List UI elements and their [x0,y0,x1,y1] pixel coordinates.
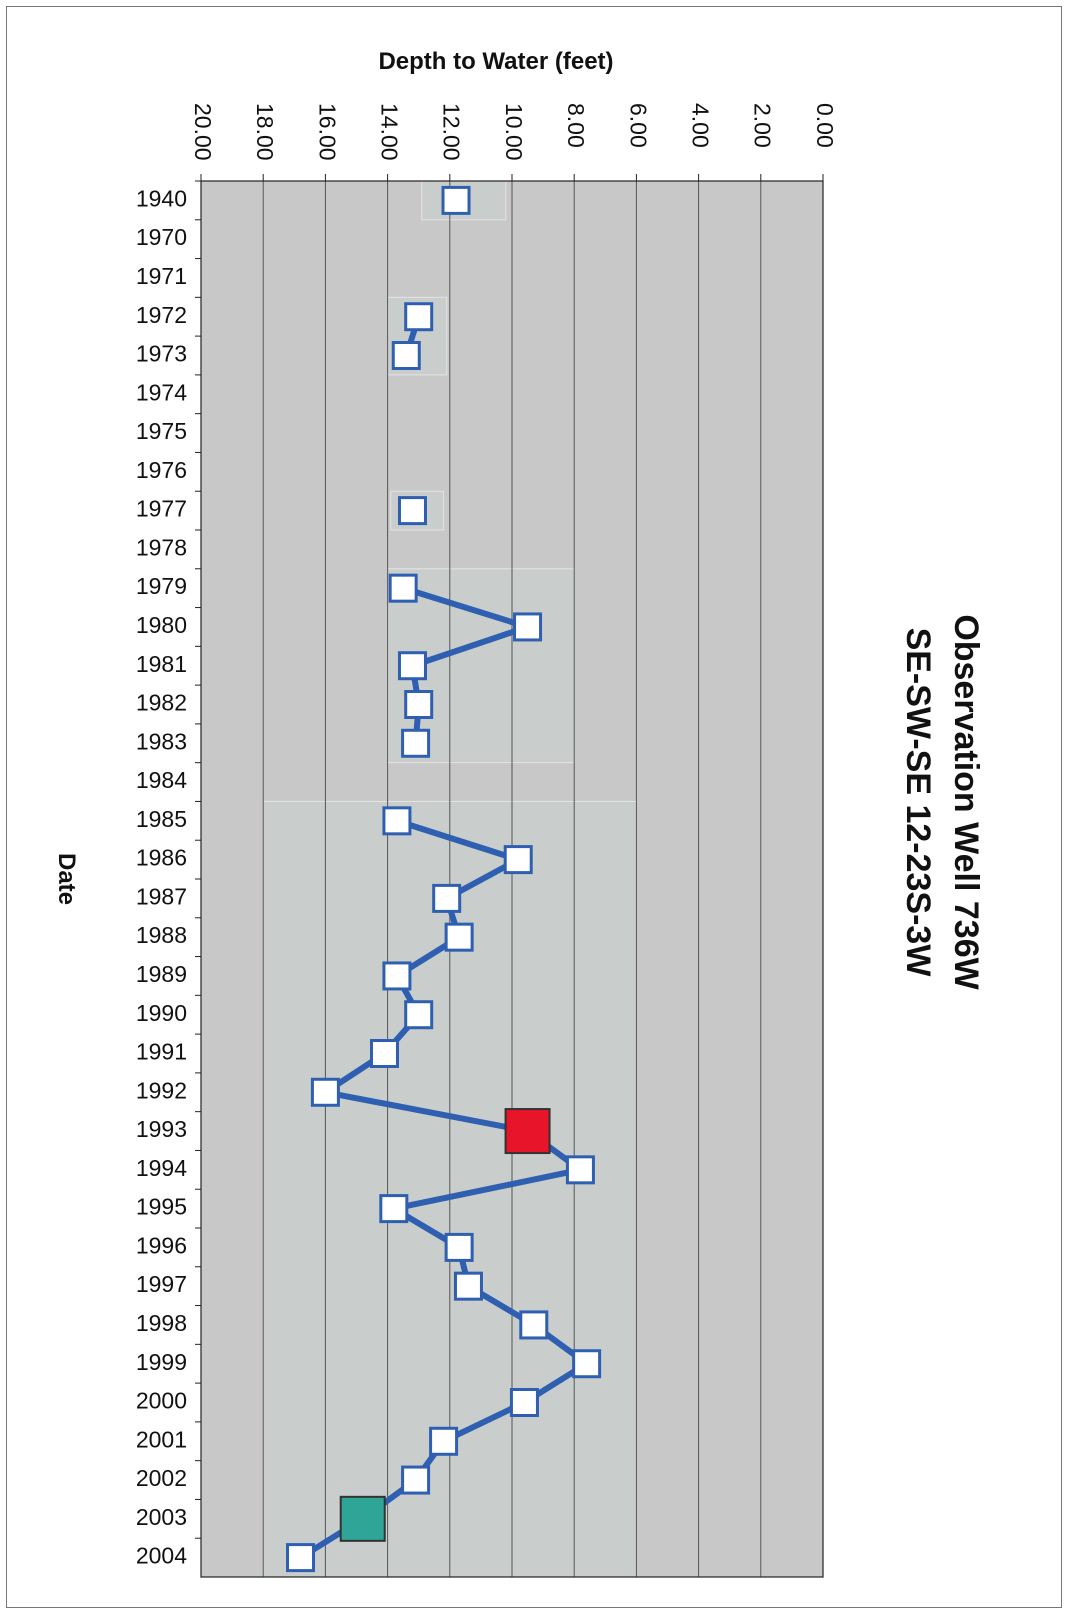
category-label: 1971 [136,263,187,289]
x-tick-label: 20.00 [190,103,216,161]
series-line [286,185,602,1573]
x-tick-labels: 20.00 18.00 16.00 14.00 12.00 10.00 8.00 6.00 4.… [190,103,838,161]
chart-title-line-1: Observation Well 736W [947,614,985,990]
x-tick-label: 4.00 [688,103,714,148]
category-label: 2004 [136,1543,187,1569]
category-label: 1984 [136,767,187,793]
data-point [404,1000,434,1030]
x-tick-label: 6.00 [625,103,651,148]
chart: 20.00 18.00 16.00 14.00 12.00 10.00 8.00 6.00 4.… [53,48,985,1578]
series-segment [393,817,522,863]
data-point [513,612,543,642]
category-label: 1979 [136,573,187,599]
category-label: 1978 [136,534,187,560]
data-point [453,1271,483,1301]
data-point [401,1465,431,1495]
category-label: 2000 [136,1388,187,1414]
data-point [565,1155,595,1185]
data-point-highlight [504,1108,551,1155]
chart-title: Observation Well 736W SE-SW-SE 12-23S-3W [899,614,985,990]
data-point [382,806,412,836]
series-segment [390,1166,584,1212]
x-tick-label: 14.00 [377,103,403,161]
category-label: 1985 [136,806,187,832]
category-label: 1997 [136,1271,187,1297]
category-label: 1988 [136,922,187,948]
data-point [369,1039,399,1068]
category-label: 1976 [136,457,187,483]
category-label: 1980 [136,612,187,638]
x-tick-label: 2.00 [750,103,776,148]
category-label: 1982 [136,690,187,716]
category-label: 1998 [136,1310,187,1336]
category-label: 1990 [136,1000,187,1026]
x-tick-label: 16.00 [314,103,340,161]
category-label: 1987 [136,883,187,909]
category-label: 1996 [136,1232,187,1258]
series-segment [400,585,531,630]
x-tick-label: 10.00 [501,103,527,161]
category-label: 1992 [136,1077,187,1103]
data-point [519,1310,549,1340]
plot-border [200,180,824,1578]
category-label: 2001 [136,1426,187,1452]
data-point [429,1426,459,1456]
category-label: 1977 [136,496,187,522]
x-tick-label: 8.00 [563,103,589,148]
category-label: 1993 [136,1116,187,1142]
data-point [388,573,418,603]
data-point-highlight [339,1495,386,1542]
category-label: 1986 [136,845,187,871]
category-label: 2003 [136,1504,187,1530]
category-label: 1981 [136,651,187,677]
x-tick-label: 18.00 [252,103,278,161]
data-point [404,690,434,719]
data-point [572,1349,602,1379]
category-labels: 1940 1970 1971 1972 1973 1974 1975 1976 1977 1978… [136,185,187,1568]
category-label: 1973 [136,341,187,367]
data-point [310,1077,340,1107]
category-label: 1970 [136,224,187,250]
category-label: 1940 [136,185,187,211]
data-point [397,496,427,526]
data-point [509,1388,539,1417]
data-point [432,883,462,913]
x-axis-label: Depth to Water (feet) [378,48,613,75]
category-label: 1989 [136,961,187,987]
category-label: 1991 [136,1039,187,1065]
category-label: 1975 [136,418,187,444]
data-point [286,1543,316,1573]
category-label: 1972 [136,302,187,328]
data-point [444,922,474,952]
x-tick-label: 0.00 [812,103,838,148]
plot-area [195,174,824,1578]
data-point [379,1194,409,1224]
chart-title-line-2: SE-SW-SE 12-23S-3W [899,628,937,978]
category-label: 1999 [136,1349,187,1375]
data-point [401,728,431,758]
data-point [441,185,471,215]
data-point [397,651,427,681]
series-segment [409,623,531,669]
y-axis-label: Date [53,853,80,905]
chart-frame: 20.00 18.00 16.00 14.00 12.00 10.00 8.00 6.00 4.… [6,6,1062,1608]
category-label: 2002 [136,1465,187,1491]
data-point [382,961,412,991]
data-point [444,1232,474,1262]
category-label: 1995 [136,1194,187,1220]
category-label: 1974 [136,379,187,405]
series-segment [322,1089,531,1135]
data-point [503,845,533,875]
data-point [391,341,421,370]
data-point [404,302,434,332]
category-label: 1983 [136,728,187,754]
x-tick-label: 12.00 [439,103,465,161]
category-label: 1994 [136,1155,187,1181]
